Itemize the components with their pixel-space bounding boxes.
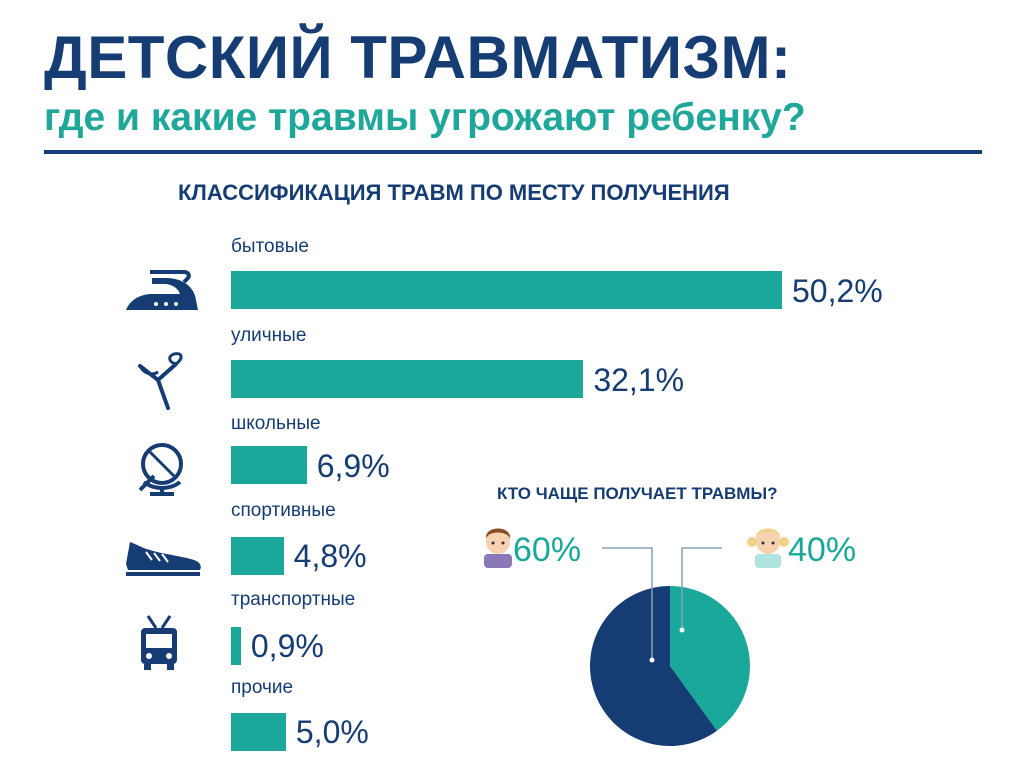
leader-dot: [649, 657, 655, 663]
leader-line: [681, 547, 722, 630]
bar: [231, 537, 284, 575]
value-label: 32,1%: [593, 362, 685, 398]
category-label: прочие: [231, 677, 294, 698]
trolleybus-icon: [141, 615, 177, 670]
title-divider: [44, 150, 982, 154]
bar: [231, 271, 782, 309]
bar: [231, 627, 241, 665]
value-label: 4,8%: [293, 538, 367, 574]
pie-chart: [590, 547, 750, 746]
globe-icon: [138, 443, 183, 496]
pie-chart-title: КТО ЧАЩЕ ПОЛУЧАЕТ ТРАВМЫ?: [497, 484, 778, 503]
leader-line: [602, 547, 653, 660]
pie-slice: [590, 586, 718, 746]
category-label: бытовые: [231, 236, 309, 257]
pie-slice-label: 40%: [788, 531, 857, 569]
bar-chart-title: КЛАССИФИКАЦИЯ ТРАВМ ПО МЕСТУ ПОЛУЧЕНИЯ: [178, 180, 730, 205]
girl-icon: [747, 528, 789, 568]
category-label: спортивные: [231, 500, 336, 521]
sneaker-icon: [126, 542, 201, 576]
value-label: 0,9%: [250, 628, 324, 664]
slingshot-icon: [138, 352, 183, 410]
category-label: транспортные: [231, 589, 356, 610]
value-label: 5,0%: [295, 714, 369, 750]
page-subtitle: где и какие травмы угрожают ребенку?: [44, 96, 806, 139]
category-label: школьные: [231, 413, 321, 434]
pie-slice-label: 60%: [513, 531, 582, 569]
bar: [231, 360, 584, 398]
boy-icon: [484, 528, 512, 568]
value-label: 50,2%: [792, 273, 883, 309]
bar: [231, 713, 286, 751]
value-label: 6,9%: [316, 448, 390, 484]
iron-icon: [126, 270, 198, 310]
page-title: ДЕТСКИЙ ТРАВМАТИЗМ:: [44, 24, 792, 91]
pie-slice: [670, 586, 750, 731]
leader-dot: [679, 627, 685, 633]
category-label: уличные: [231, 325, 307, 346]
bar: [231, 446, 307, 484]
